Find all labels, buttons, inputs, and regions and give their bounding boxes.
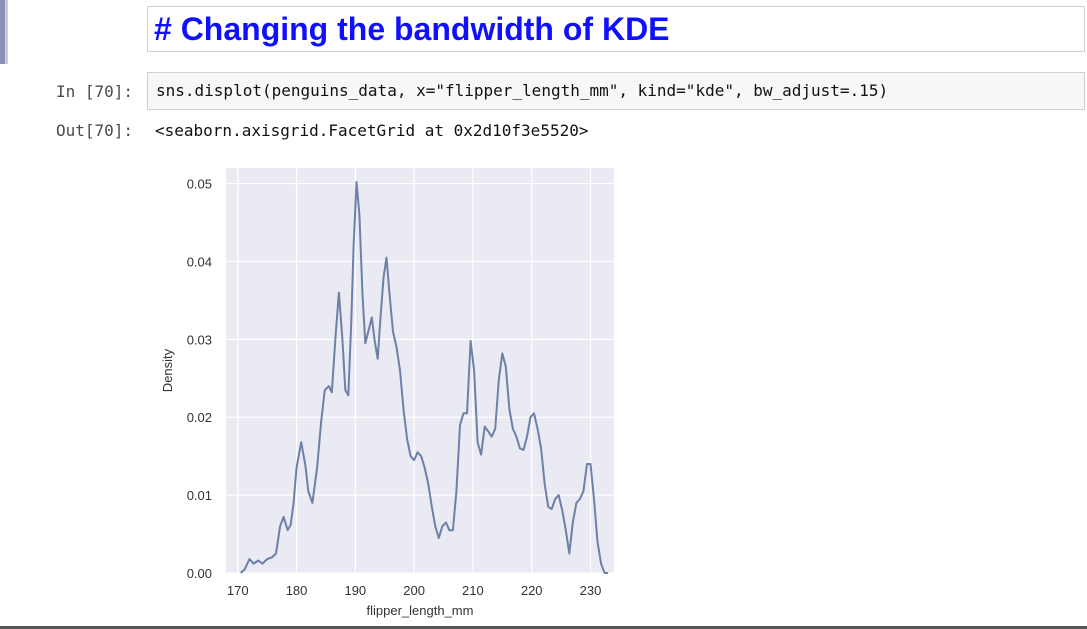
x-tick-label: 170 xyxy=(227,583,249,598)
y-tick-label: 0.03 xyxy=(187,332,212,347)
x-axis-ticks: 170 180 190 200 210 220 230 xyxy=(227,583,601,598)
x-tick-label: 200 xyxy=(403,583,425,598)
markdown-input-area[interactable]: # Changing the bandwidth of KDE xyxy=(147,6,1085,52)
out-prompt: Out[70]: xyxy=(56,121,134,140)
kde-plot: 170 180 190 200 210 220 230 0.000.010.020.030.… xyxy=(160,168,614,618)
y-tick-label: 0.01 xyxy=(187,488,212,503)
code-source: sns.displot(penguins_data, x="flipper_le… xyxy=(156,81,889,100)
x-tick-label: 220 xyxy=(521,583,543,598)
x-tick-label: 180 xyxy=(286,583,308,598)
y-axis-ticks: 0.00 0.01 0.02 0.03 0.04 0.05 xyxy=(187,177,212,581)
code-input-area[interactable]: sns.displot(penguins_data, x="flipper_le… xyxy=(147,72,1085,110)
x-axis-label: flipper_length_mm xyxy=(367,603,474,618)
y-tick-label: 0.05 xyxy=(187,177,212,192)
cell-selection-bar xyxy=(0,0,5,64)
bottom-divider xyxy=(0,626,1087,629)
in-prompt: In [70]: xyxy=(56,82,134,101)
markdown-heading: # Changing the bandwidth of KDE xyxy=(154,11,670,47)
kde-line xyxy=(240,181,609,574)
y-tick-label: 0.04 xyxy=(187,254,212,269)
x-tick-label: 190 xyxy=(344,583,366,598)
x-tick-label: 230 xyxy=(580,583,602,598)
grid-lines xyxy=(226,168,614,574)
y-axis-label: Density xyxy=(160,348,175,392)
y-tick-label: 0.00 xyxy=(187,566,212,581)
markdown-cell[interactable]: # Changing the bandwidth of KDE xyxy=(0,0,1087,64)
cell-selection-bar-inner xyxy=(5,0,8,64)
output-text: <seaborn.axisgrid.FacetGrid at 0x2d10f3e… xyxy=(155,121,589,140)
y-tick-label: 0.02 xyxy=(187,410,212,425)
plot-background xyxy=(226,168,614,573)
x-tick-label: 210 xyxy=(462,583,484,598)
